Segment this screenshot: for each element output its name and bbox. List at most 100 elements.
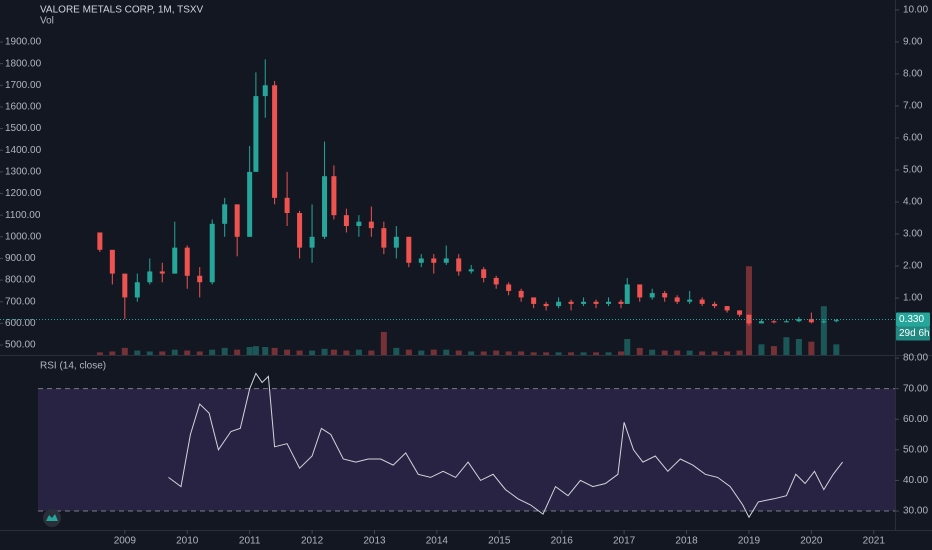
countdown-box <box>896 326 930 341</box>
x-tick-label: 2016 <box>551 536 574 547</box>
candle-body <box>134 282 140 298</box>
candle-body <box>531 297 537 304</box>
candle-body <box>737 310 743 315</box>
volume-label: Vol <box>40 16 54 27</box>
volume-bar <box>745 266 752 355</box>
volume-bar <box>109 351 116 355</box>
volume-bar <box>271 347 278 355</box>
volume-bar <box>724 351 731 355</box>
volume-bar <box>736 350 743 355</box>
y-tick-label: 1600.00 <box>5 102 42 113</box>
candle-body <box>393 236 399 248</box>
volume-bar <box>171 349 178 355</box>
x-tick-label: 2011 <box>239 536 261 547</box>
y-tick-label: 1900.00 <box>5 37 42 48</box>
candle-body <box>699 299 705 304</box>
x-tick-label: 2017 <box>613 536 636 547</box>
candle-body <box>506 284 512 291</box>
candle-body <box>456 258 462 272</box>
candle-body <box>796 319 802 322</box>
x-tick-label: 2010 <box>176 536 199 547</box>
candle-body <box>406 236 412 263</box>
volume-bar <box>649 349 656 355</box>
rsi-band <box>38 388 895 512</box>
volume-bar <box>209 349 216 355</box>
candle-body <box>147 271 153 283</box>
volume-bar <box>146 351 153 355</box>
countdown-label: 29d 6h <box>899 328 930 339</box>
y-tick-label: 900.00 <box>5 253 36 264</box>
volume-bar <box>262 347 269 355</box>
candle-body <box>109 249 115 274</box>
y2-tick-label: 10.00 <box>903 5 928 16</box>
candle-body <box>624 284 630 304</box>
last-price-box <box>896 312 930 327</box>
candle-body <box>297 213 303 248</box>
volume-bar <box>618 351 625 355</box>
volume-bar <box>661 350 668 355</box>
candle-body <box>771 321 777 323</box>
volume-bar <box>443 349 450 355</box>
volume-bar <box>284 349 291 355</box>
y-tick-label: 80.00 <box>903 353 928 364</box>
candle-body <box>272 85 278 198</box>
y-tick-label: 30.00 <box>903 506 928 517</box>
volume-bar <box>530 352 537 355</box>
volume-bar <box>605 352 612 355</box>
candle-body <box>172 247 178 274</box>
candle-body <box>331 176 337 216</box>
candle-body <box>712 303 718 307</box>
volume-bar <box>159 351 166 355</box>
volume-bar <box>699 351 706 355</box>
volume-bar <box>430 349 437 355</box>
volume-bar <box>96 352 103 355</box>
volume-bar <box>555 352 562 355</box>
candle-body <box>309 236 315 248</box>
volume-bar <box>795 339 802 355</box>
volume-bar <box>221 347 228 355</box>
candle-body <box>556 301 562 307</box>
volume-bar <box>580 352 587 355</box>
candle-body <box>356 221 362 226</box>
last-price-label: 0.330 <box>899 314 924 325</box>
y2-tick-label: 7.00 <box>903 101 923 112</box>
candle-body <box>618 301 624 304</box>
volume-bar <box>418 350 425 355</box>
y-tick-label: 70.00 <box>903 383 928 394</box>
candle-body <box>493 277 499 285</box>
volume-bar <box>355 349 362 355</box>
y2-tick-label: 6.00 <box>903 133 923 144</box>
volume-bar <box>405 349 412 355</box>
candle-body <box>284 197 290 213</box>
volume-bar <box>196 351 203 355</box>
volume-bar <box>246 347 253 355</box>
candle-body <box>662 293 668 298</box>
x-tick-label: 2009 <box>114 536 137 547</box>
volume-bar <box>309 350 316 355</box>
candle-body <box>468 269 474 272</box>
volume-bar <box>330 349 337 355</box>
candle-body <box>381 228 387 248</box>
volume-bar <box>343 350 350 355</box>
volume-bar <box>234 349 241 355</box>
candle-body <box>637 284 643 298</box>
plot: 2009 2010 2011 2012 2013 2014 2015 2016 2017 2018… <box>0 5 930 547</box>
y2-tick-label: 5.00 <box>903 165 923 176</box>
volume-bar <box>296 350 303 355</box>
x-tick-label: 2019 <box>738 536 761 547</box>
volume-bar <box>808 341 815 355</box>
candle-body <box>443 258 449 263</box>
candle-body <box>197 275 203 283</box>
y-tick-label: 1800.00 <box>5 58 42 69</box>
rsi-line <box>168 372 843 519</box>
candle-body <box>322 176 328 237</box>
candle-body <box>649 293 655 298</box>
candle-body <box>674 297 680 302</box>
x-tick-label: 2012 <box>301 536 324 547</box>
x-tick-label: 2015 <box>488 536 511 547</box>
candle-body <box>758 321 764 324</box>
candle-body <box>368 221 374 229</box>
volume-bar <box>593 352 600 355</box>
